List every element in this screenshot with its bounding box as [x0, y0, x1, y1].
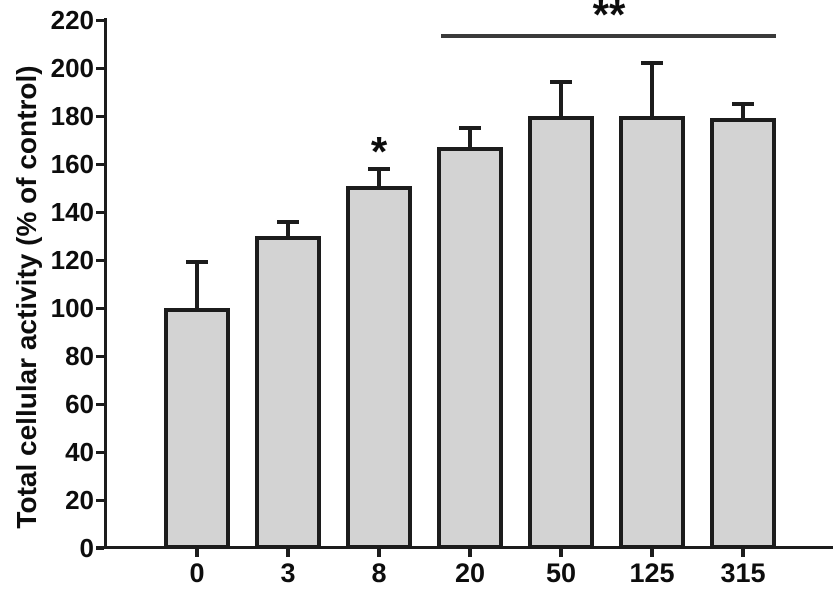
error-bar-whisker	[741, 104, 745, 120]
x-tick-label: 125	[629, 558, 675, 588]
y-tick-label: 0	[79, 533, 94, 563]
y-tick-label: 100	[50, 293, 94, 323]
error-bar-whisker	[559, 82, 563, 118]
x-tick	[286, 549, 290, 557]
y-tick-label: 220	[50, 5, 94, 35]
x-tick	[559, 549, 563, 557]
y-tick	[96, 403, 104, 406]
bar	[164, 308, 230, 549]
x-tick-label: 50	[545, 558, 577, 588]
y-tick	[96, 499, 104, 502]
significance-line	[441, 34, 776, 38]
y-tick-label: 160	[50, 149, 94, 179]
bar	[528, 116, 594, 549]
y-tick	[96, 19, 104, 22]
y-tick-label: 120	[50, 245, 94, 275]
error-bar-whisker	[650, 63, 654, 118]
error-bar-cap	[459, 126, 481, 130]
y-tick-label: 180	[50, 101, 94, 131]
x-tick-label: 20	[454, 558, 486, 588]
y-tick-label: 80	[65, 341, 94, 371]
y-tick	[96, 451, 104, 454]
y-tick-label: 40	[65, 437, 94, 467]
x-tick-label: 0	[189, 558, 205, 588]
bar	[437, 147, 503, 549]
y-tick-label: 200	[50, 53, 94, 83]
significance-star-label: *	[370, 128, 388, 175]
error-bar-cap	[641, 61, 663, 65]
error-bar-cap	[732, 102, 754, 106]
error-bar-whisker	[286, 222, 290, 238]
x-tick	[377, 549, 381, 557]
y-tick	[96, 307, 104, 310]
y-tick	[96, 259, 104, 262]
y-axis-line	[104, 18, 107, 549]
y-tick	[96, 67, 104, 70]
error-bar-whisker	[377, 169, 381, 188]
y-tick	[96, 115, 104, 118]
error-bar-cap	[186, 260, 208, 264]
error-bar-cap	[277, 220, 299, 224]
error-bar-whisker	[468, 128, 472, 149]
x-tick	[195, 549, 199, 557]
y-tick	[96, 163, 104, 166]
x-tick-label: 315	[720, 558, 766, 588]
y-tick-label: 140	[50, 197, 94, 227]
x-tick	[468, 549, 472, 557]
y-tick	[96, 355, 104, 358]
error-bar-cap	[550, 80, 572, 84]
bar	[710, 118, 776, 549]
bar	[619, 116, 685, 549]
x-tick	[741, 549, 745, 557]
error-bar-whisker	[195, 262, 199, 310]
significance-star-label: **	[592, 0, 626, 38]
error-bar-cap	[368, 167, 390, 171]
y-tick	[96, 211, 104, 214]
x-tick	[650, 549, 654, 557]
x-tick-label: 8	[371, 558, 387, 588]
x-tick-label: 3	[280, 558, 296, 588]
y-tick-label: 60	[65, 389, 94, 419]
bar	[255, 236, 321, 549]
bar	[346, 186, 412, 549]
y-tick-label: 20	[65, 485, 94, 515]
